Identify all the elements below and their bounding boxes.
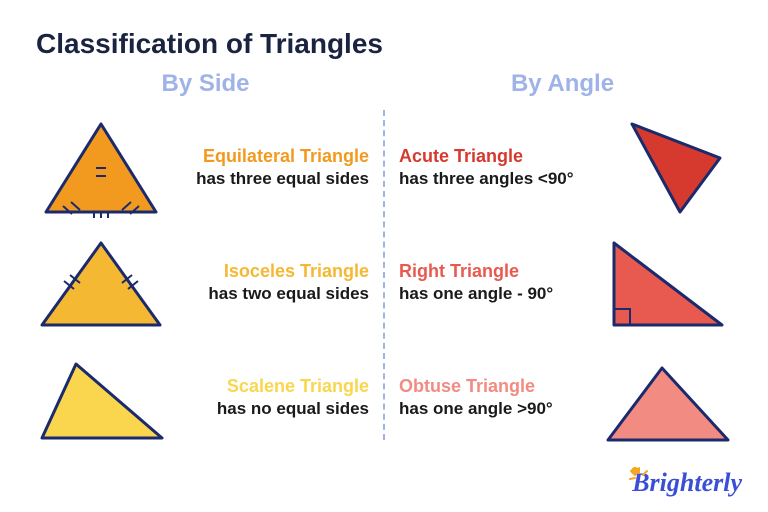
left-column: By Side Equilateral Trianglehas three eq… [36, 70, 375, 470]
right-header: By Angle [393, 70, 732, 98]
columns-container: By Side Equilateral Trianglehas three eq… [36, 70, 732, 470]
type-name: Isoceles Triangle [180, 261, 369, 283]
left-row-1: Isoceles Trianglehas two equal sides [36, 225, 375, 340]
text-block: Acute Trianglehas three angles <90° [393, 146, 588, 189]
text-block: Scalene Trianglehas no equal sides [180, 376, 375, 419]
type-name: Acute Triangle [399, 146, 588, 168]
type-name: Equilateral Triangle [180, 146, 369, 168]
type-name: Obtuse Triangle [399, 376, 588, 398]
left-header: By Side [36, 70, 375, 98]
text-block: Isoceles Trianglehas two equal sides [180, 261, 375, 304]
right-column: By Angle Acute Trianglehas three angles … [393, 70, 732, 470]
text-block: Equilateral Trianglehas three equal side… [180, 146, 375, 189]
type-desc: has one angle >90° [399, 398, 588, 419]
type-name: Scalene Triangle [180, 376, 369, 398]
left-row-0: Equilateral Trianglehas three equal side… [36, 110, 375, 225]
scalene-triangle-icon [36, 348, 166, 448]
right-row-1: Right Trianglehas one angle - 90° [393, 225, 732, 340]
column-divider [383, 110, 385, 440]
obtuse-triangle-icon [602, 348, 732, 448]
type-name: Right Triangle [399, 261, 588, 283]
type-desc: has three equal sides [180, 168, 369, 189]
type-desc: has three angles <90° [399, 168, 588, 189]
left-row-2: Scalene Trianglehas no equal sides [36, 340, 375, 455]
page-title: Classification of Triangles [36, 28, 732, 60]
sun-icon [628, 466, 650, 488]
equilateral-triangle-icon [36, 118, 166, 218]
right-row-0: Acute Trianglehas three angles <90° [393, 110, 732, 225]
type-desc: has one angle - 90° [399, 283, 588, 304]
type-desc: has no equal sides [180, 398, 369, 419]
brand-logo: Brighterly [632, 468, 742, 498]
text-block: Right Trianglehas one angle - 90° [393, 261, 588, 304]
text-block: Obtuse Trianglehas one angle >90° [393, 376, 588, 419]
right-row-2: Obtuse Trianglehas one angle >90° [393, 340, 732, 455]
isoceles-triangle-icon [36, 233, 166, 333]
acute-triangle-icon [602, 118, 732, 218]
right-triangle-icon [602, 233, 732, 333]
type-desc: has two equal sides [180, 283, 369, 304]
